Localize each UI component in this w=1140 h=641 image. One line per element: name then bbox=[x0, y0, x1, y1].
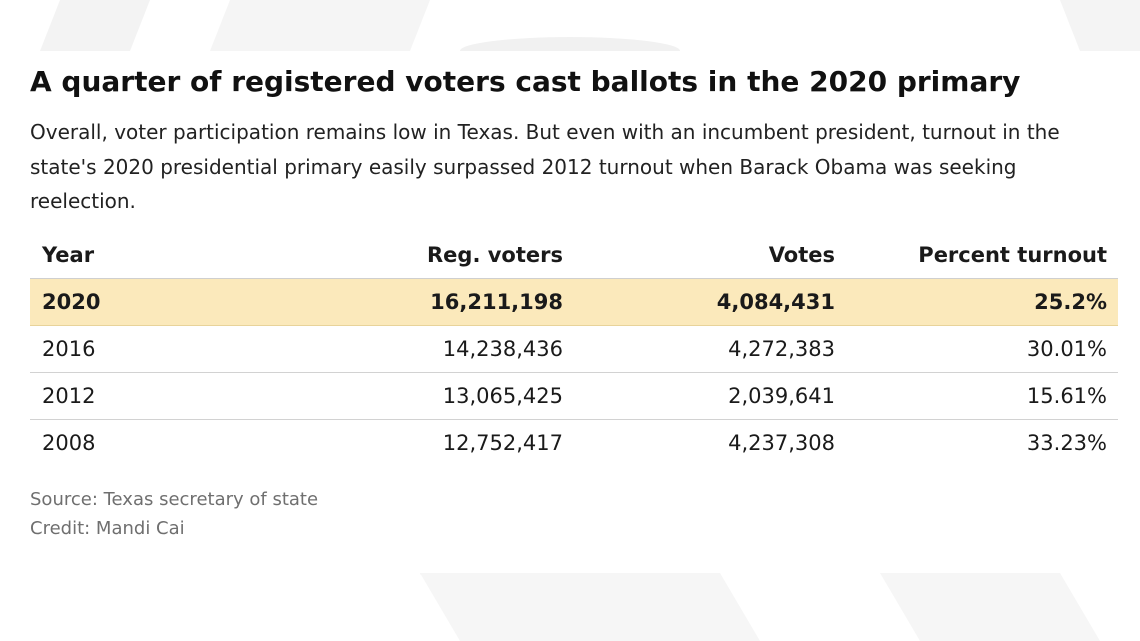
chart-card: A quarter of registered voters cast ball… bbox=[0, 51, 1140, 573]
cell-year: 2008 bbox=[42, 431, 96, 455]
cell-percent-turnout: 30.01% bbox=[1026, 337, 1107, 361]
cell-reg-voters: 16,211,198 bbox=[430, 290, 563, 314]
cell-votes: 4,084,431 bbox=[716, 290, 835, 314]
cell-votes: 4,272,383 bbox=[728, 337, 835, 361]
cell-percent-turnout: 25.2% bbox=[1034, 290, 1107, 314]
credit-note: Credit: Mandi Cai bbox=[30, 518, 185, 539]
table-row-2012: 2012 13,065,425 2,039,641 15.61% bbox=[30, 373, 1118, 420]
cell-year: 2020 bbox=[42, 290, 101, 314]
column-header-votes: Votes bbox=[768, 243, 835, 267]
table-header-row: Year Reg. voters Votes Percent turnout bbox=[30, 232, 1118, 279]
table-row-2008: 2008 12,752,417 4,237,308 33.23% bbox=[30, 420, 1118, 467]
cell-year: 2016 bbox=[42, 337, 96, 361]
source-note: Source: Texas secretary of state bbox=[30, 489, 319, 510]
turnout-table: Year Reg. voters Votes Percent turnout 2… bbox=[30, 232, 1118, 467]
cell-votes: 4,237,308 bbox=[728, 431, 835, 455]
column-header-reg-voters: Reg. voters bbox=[427, 243, 563, 267]
cell-reg-voters: 12,752,417 bbox=[442, 431, 563, 455]
cell-reg-voters: 14,238,436 bbox=[442, 337, 563, 361]
cell-reg-voters: 13,065,425 bbox=[442, 384, 563, 408]
column-header-year: Year bbox=[42, 243, 95, 267]
chart-subtitle: Overall, voter participation remains low… bbox=[30, 120, 1060, 213]
cell-year: 2012 bbox=[42, 384, 96, 408]
chart-title: A quarter of registered voters cast ball… bbox=[30, 65, 1021, 98]
table-row-2016: 2016 14,238,436 4,272,383 30.01% bbox=[30, 326, 1118, 373]
chart-footer: Source: Texas secretary of state Credit:… bbox=[30, 485, 318, 543]
column-header-percent-turnout: Percent turnout bbox=[918, 243, 1107, 267]
cell-percent-turnout: 15.61% bbox=[1026, 384, 1107, 408]
cell-votes: 2,039,641 bbox=[728, 384, 835, 408]
cell-percent-turnout: 33.23% bbox=[1026, 431, 1107, 455]
table-row-2020: 2020 16,211,198 4,084,431 25.2% bbox=[30, 279, 1118, 326]
